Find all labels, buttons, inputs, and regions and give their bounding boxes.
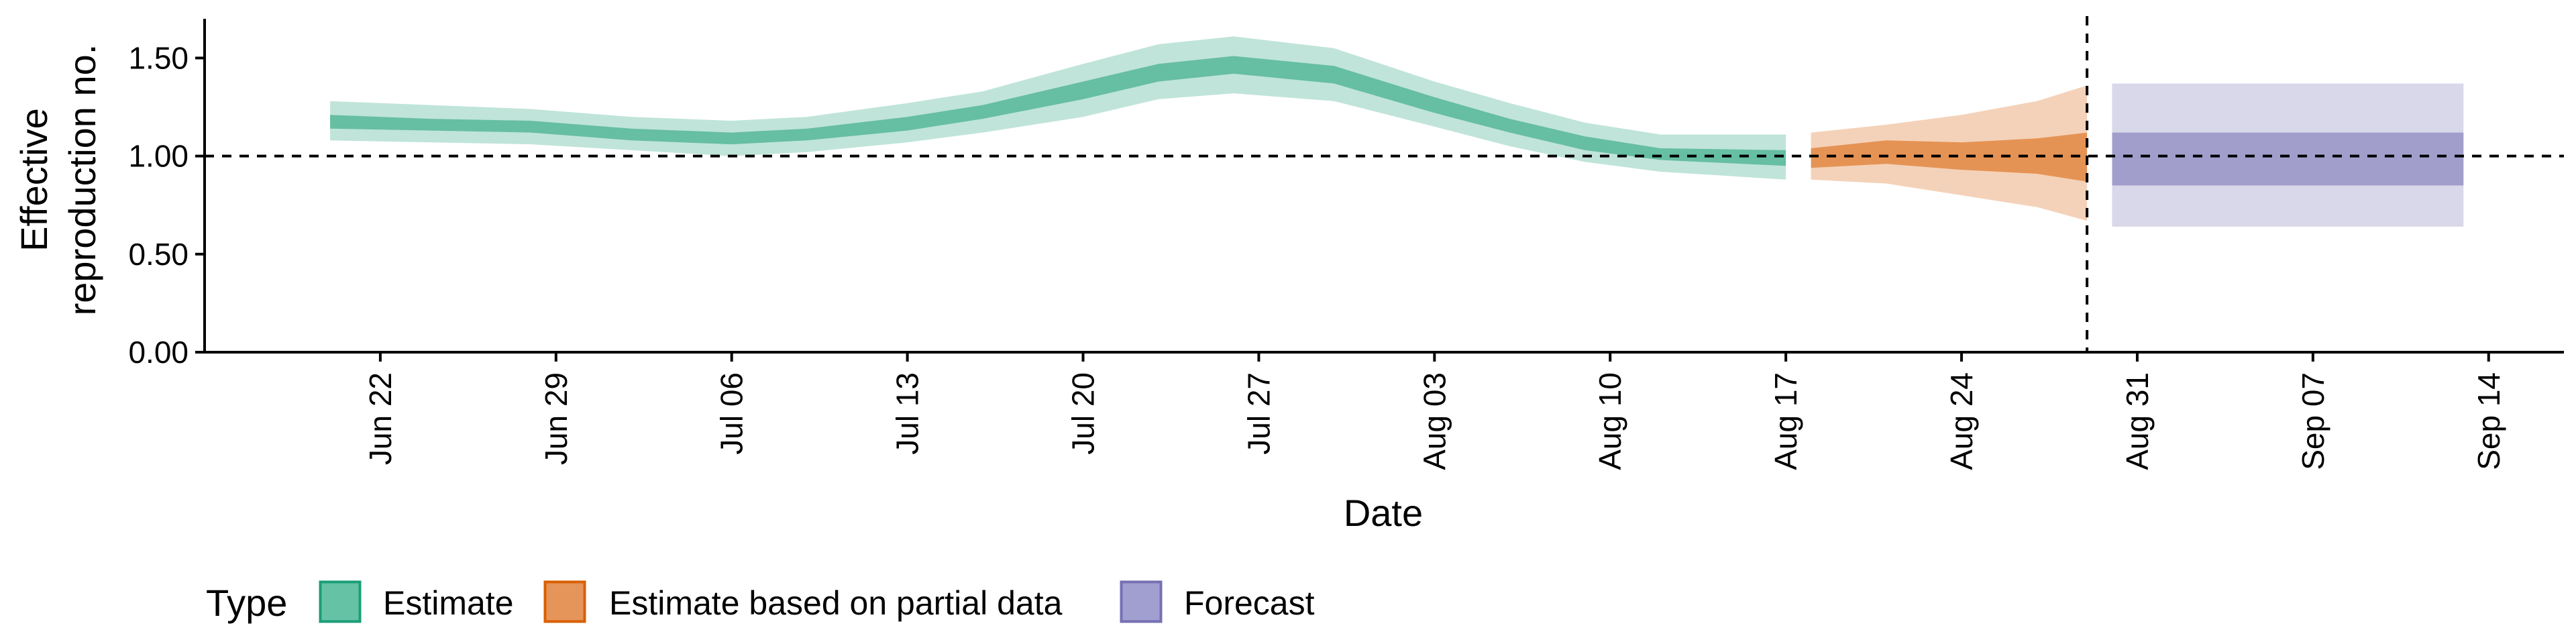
legend-key-estimate-border <box>319 580 362 623</box>
y-tick-label: 0.00 <box>128 335 189 370</box>
band-50-forecast <box>2112 132 2464 186</box>
y-tick-label: 1.50 <box>128 40 189 75</box>
axes <box>195 19 2564 362</box>
legend-label-estimate: Estimate <box>383 584 514 622</box>
legend-key-partial <box>544 581 586 623</box>
ribbon-layer <box>330 36 2464 227</box>
x-tick-label: Aug 31 <box>2120 372 2155 470</box>
x-tick-label: Aug 03 <box>1417 372 1452 470</box>
y-tick-label: 0.50 <box>128 237 189 272</box>
legend-key-partial-border <box>543 580 586 623</box>
x-axis-title: Date <box>1344 492 1423 534</box>
band-90-estimate <box>330 36 1786 180</box>
band-50-estimate <box>330 56 1786 166</box>
x-tick-label: Jul 13 <box>890 372 925 455</box>
x-tick-label: Sep 14 <box>2471 372 2506 470</box>
y-axis-title-line-2: reproduction no. <box>61 44 103 316</box>
x-tick-label: Aug 17 <box>1768 372 1803 470</box>
y-tick-label: 1.00 <box>128 139 189 174</box>
y-axis-title: Effective reproduction no. <box>13 44 103 316</box>
x-tick-label: Sep 07 <box>2296 372 2330 470</box>
legend-label-partial: Estimate based on partial data <box>609 584 1063 622</box>
x-tick-label: Aug 24 <box>1944 372 1979 470</box>
legend-label-forecast: Forecast <box>1184 584 1315 622</box>
y-tick-labels: 0.00 0.50 1.00 1.50 <box>128 40 189 370</box>
x-tick-label: Jun 29 <box>539 372 574 465</box>
x-tick-label: Jun 22 <box>363 372 398 465</box>
x-tick-labels: Jun 22 Jun 29 Jul 06 Jul 13 Jul 20 Jul 27 Aug … <box>363 372 2506 470</box>
x-tick-label: Jul 27 <box>1241 372 1276 455</box>
legend: Type Estimate Estimate based on partial … <box>206 580 1315 624</box>
legend-title: Type <box>206 582 287 624</box>
legend-key-forecast <box>1120 581 1162 623</box>
y-axis-title-line-1: Effective <box>13 108 55 252</box>
legend-key-forecast-border <box>1120 580 1163 623</box>
legend-key-estimate <box>319 581 361 623</box>
x-tick-label: Jul 06 <box>714 372 749 455</box>
x-tick-label: Jul 20 <box>1066 372 1101 455</box>
x-tick-label: Aug 10 <box>1593 372 1627 470</box>
reference-lines <box>205 16 2564 352</box>
